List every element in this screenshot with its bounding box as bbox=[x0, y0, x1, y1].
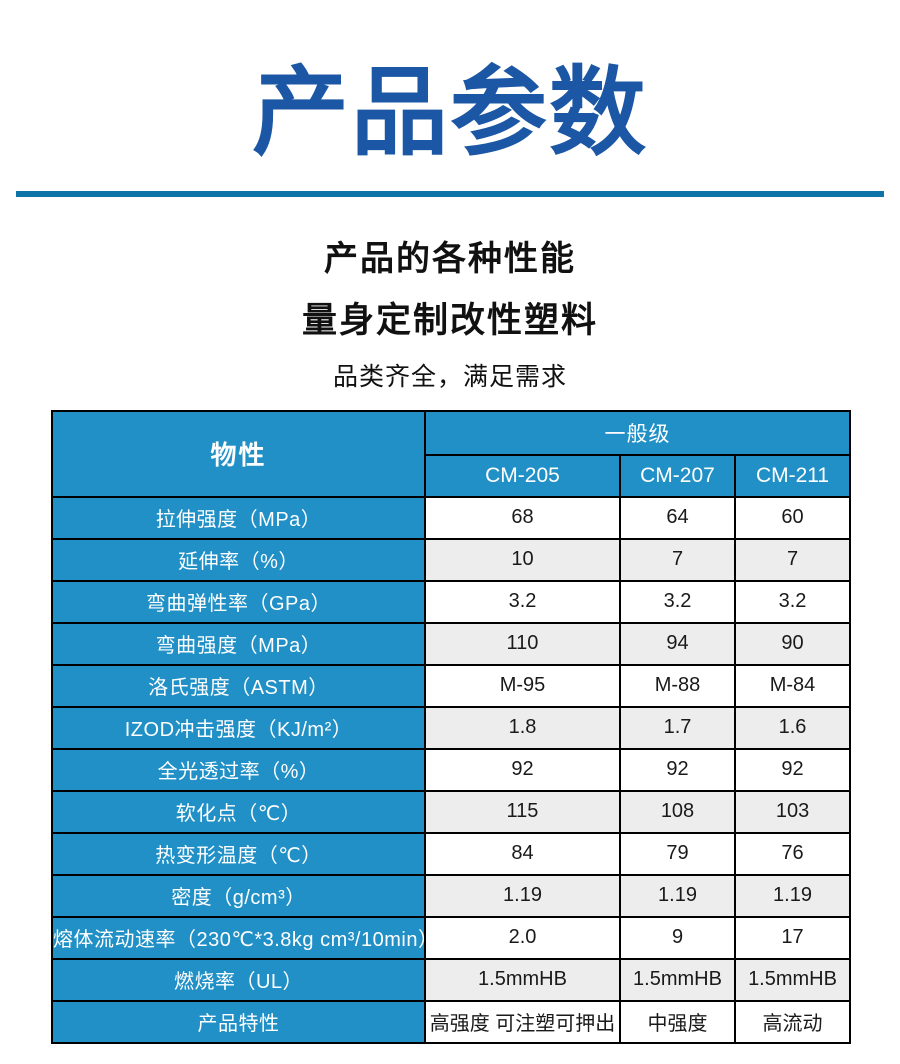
property-value: 1.7 bbox=[619, 705, 736, 750]
property-value: 7 bbox=[733, 537, 852, 582]
property-label: 熔体流动速率（230℃*3.8kg cm³/10min） bbox=[51, 915, 426, 960]
property-value: 中强度 bbox=[619, 999, 736, 1044]
table-row: 洛氏强度（ASTM） M-95 M-88 M-84 bbox=[51, 663, 852, 708]
grade-column-header: CM-211 bbox=[733, 453, 852, 498]
table-row: 拉伸强度（MPa） 68 64 60 bbox=[51, 495, 852, 540]
property-label: 软化点（℃） bbox=[51, 789, 426, 834]
property-value: 92 bbox=[619, 747, 736, 792]
property-value: 90 bbox=[733, 621, 852, 666]
property-value: 1.5mmHB bbox=[619, 957, 736, 1002]
property-label: 弯曲强度（MPa） bbox=[51, 621, 426, 666]
property-value: 17 bbox=[733, 915, 852, 960]
property-value: 3.2 bbox=[733, 579, 852, 624]
property-label: 弯曲弹性率（GPa） bbox=[51, 579, 426, 624]
table-row: 热变形温度（℃） 84 79 76 bbox=[51, 831, 852, 876]
property-value: 1.8 bbox=[424, 705, 621, 750]
property-value: M-88 bbox=[619, 663, 736, 708]
subtitle-line-3: 品类齐全，满足需求 bbox=[332, 362, 567, 391]
property-column-header: 物性 bbox=[51, 409, 426, 498]
property-value: 高流动 bbox=[733, 999, 852, 1044]
property-value: 110 bbox=[424, 621, 621, 666]
property-value: 108 bbox=[619, 789, 736, 834]
property-label: 全光透过率（%） bbox=[51, 747, 426, 792]
property-value: 92 bbox=[733, 747, 852, 792]
spec-table: 物性 一般级 CM-205 CM-207 CM-211 拉伸强度（MPa） 68 64 6… bbox=[51, 409, 852, 1044]
subtitle-line-1: 产品的各种性能 bbox=[324, 239, 576, 278]
property-value: 1.5mmHB bbox=[424, 957, 621, 1002]
property-value: 68 bbox=[424, 495, 621, 540]
grade-group-header: 一般级 bbox=[423, 409, 852, 456]
property-value: 60 bbox=[733, 495, 852, 540]
spec-table-body: 拉伸强度（MPa） 68 64 60 延伸率（%） 10 7 7 弯曲弹性率（GPa） 3.2 3.… bbox=[51, 495, 852, 1044]
page-title: 产品参数 bbox=[252, 58, 648, 167]
property-value: 64 bbox=[619, 495, 736, 540]
property-value: 76 bbox=[733, 831, 852, 876]
property-label: 产品特性 bbox=[51, 999, 426, 1044]
title-divider bbox=[16, 190, 884, 197]
grade-columns-row: CM-205 CM-207 CM-211 bbox=[52, 453, 852, 498]
property-value: 9 bbox=[619, 915, 736, 960]
property-label: 延伸率（%） bbox=[51, 537, 426, 582]
table-row: 延伸率（%） 10 7 7 bbox=[51, 537, 852, 582]
property-label: IZOD冲击强度（KJ/m²） bbox=[51, 705, 426, 750]
property-value: 79 bbox=[619, 831, 736, 876]
subtitle-line-2: 量身定制改性塑料 bbox=[301, 300, 598, 340]
property-label: 燃烧率（UL） bbox=[51, 957, 426, 1002]
property-value: 1.19 bbox=[619, 873, 736, 918]
property-value: 1.6 bbox=[733, 705, 852, 750]
property-value: 84 bbox=[424, 831, 621, 876]
property-label: 密度（g/cm³） bbox=[51, 873, 426, 918]
property-value: M-84 bbox=[733, 663, 852, 708]
property-value: 1.19 bbox=[424, 873, 621, 918]
property-value: 115 bbox=[424, 789, 621, 834]
grade-column-header: CM-205 bbox=[424, 453, 621, 498]
property-value: 3.2 bbox=[619, 579, 736, 624]
table-row: 燃烧率（UL） 1.5mmHB 1.5mmHB 1.5mmHB bbox=[51, 957, 852, 1002]
property-value: 92 bbox=[424, 747, 621, 792]
property-value: 高强度 可注塑可押出 bbox=[424, 999, 621, 1044]
property-value: 7 bbox=[619, 537, 736, 582]
property-value: 94 bbox=[619, 621, 736, 666]
property-label: 洛氏强度（ASTM） bbox=[51, 663, 426, 708]
table-row: IZOD冲击强度（KJ/m²） 1.8 1.7 1.6 bbox=[51, 705, 852, 750]
table-row: 密度（g/cm³） 1.19 1.19 1.19 bbox=[51, 873, 852, 918]
table-row: 弯曲强度（MPa） 110 94 90 bbox=[51, 621, 852, 666]
property-value: M-95 bbox=[424, 663, 621, 708]
table-row: 熔体流动速率（230℃*3.8kg cm³/10min） 2.0 9 17 bbox=[51, 915, 852, 960]
property-value: 1.19 bbox=[733, 873, 852, 918]
property-value: 10 bbox=[424, 537, 621, 582]
property-label: 拉伸强度（MPa） bbox=[51, 495, 426, 540]
table-row: 软化点（℃） 115 108 103 bbox=[51, 789, 852, 834]
property-value: 3.2 bbox=[424, 579, 621, 624]
property-label: 热变形温度（℃） bbox=[51, 831, 426, 876]
property-value: 103 bbox=[733, 789, 852, 834]
grade-column-header: CM-207 bbox=[619, 453, 736, 498]
property-value: 1.5mmHB bbox=[733, 957, 852, 1002]
property-value: 2.0 bbox=[424, 915, 621, 960]
header-row-top: 物性 一般级 bbox=[51, 409, 852, 498]
table-row: 弯曲弹性率（GPa） 3.2 3.2 3.2 bbox=[51, 579, 852, 624]
table-row: 全光透过率（%） 92 92 92 bbox=[51, 747, 852, 792]
spec-table-header: 物性 一般级 CM-205 CM-207 CM-211 bbox=[51, 409, 852, 498]
table-row: 产品特性 高强度 可注塑可押出 中强度 高流动 bbox=[51, 999, 852, 1044]
